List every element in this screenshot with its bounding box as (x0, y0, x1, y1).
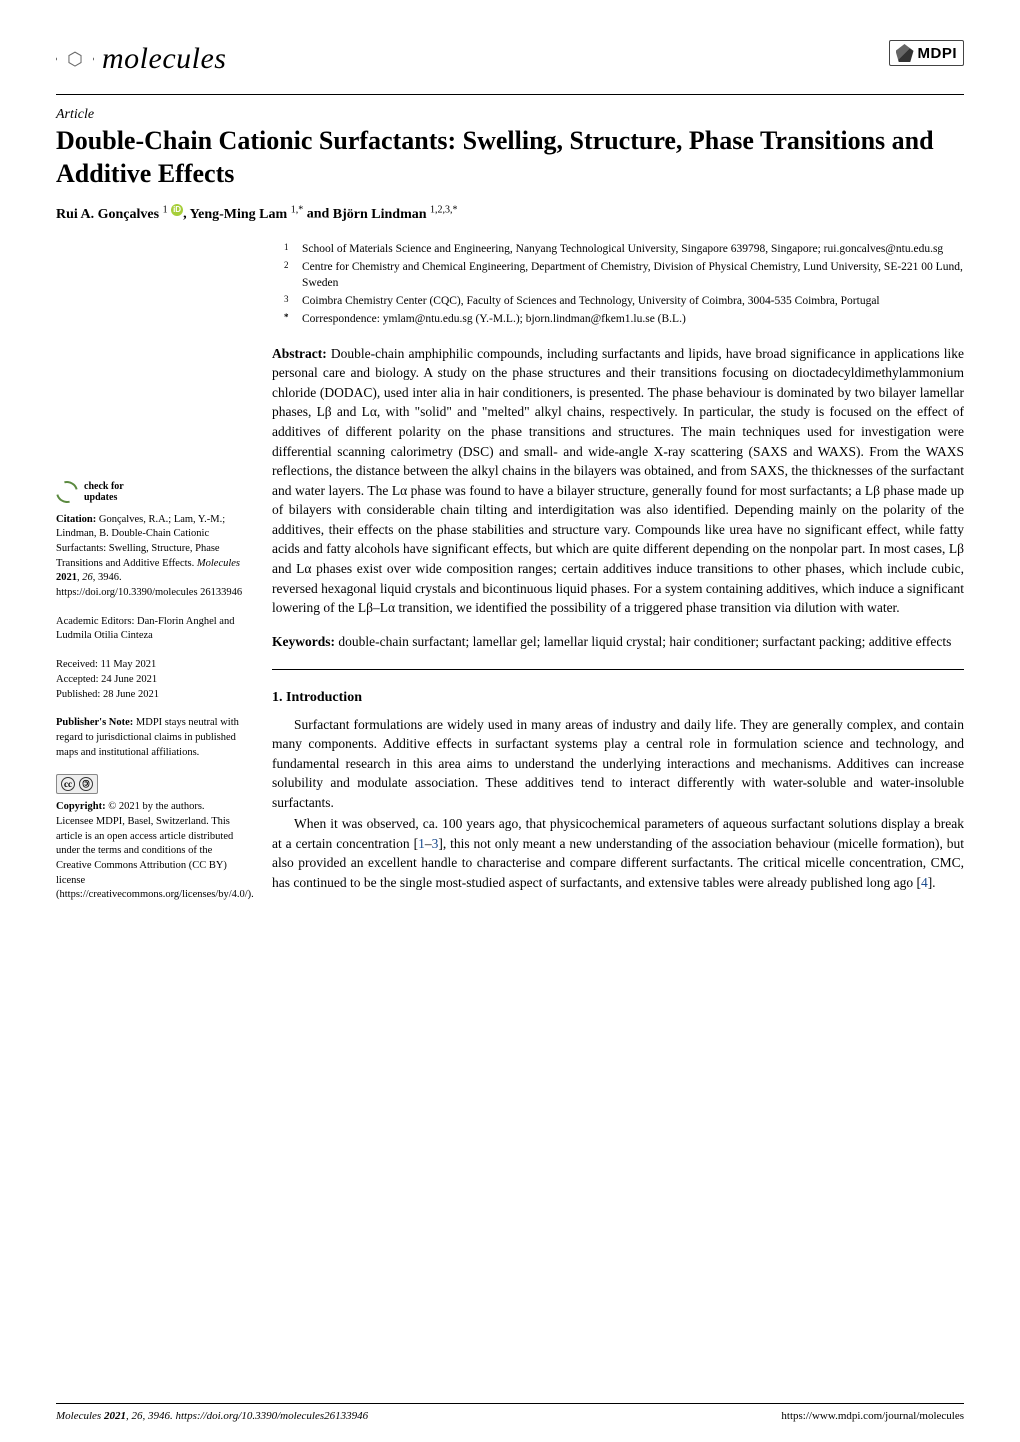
abstract-text: Double-chain amphiphilic compounds, incl… (272, 346, 964, 615)
section-1-heading: 1. Introduction (272, 688, 964, 708)
publisher-name: MDPI (918, 45, 958, 62)
published-date: Published: 28 June 2021 (56, 688, 244, 703)
by-icon: 🄯 (79, 777, 93, 791)
affiliations: 1 School of Materials Science and Engine… (272, 241, 964, 328)
author-list: Rui A. Gonçalves 1 iD, Yeng-Ming Lam 1,*… (56, 204, 964, 223)
abstract-label: Abstract: (272, 346, 327, 361)
editors-block: Academic Editors: Dan-Florin Anghel and … (56, 615, 244, 644)
keywords-text: double-chain surfactant; lamellar gel; l… (338, 634, 951, 649)
affiliation-3: 3 Coimbra Chemistry Center (CQC), Facult… (284, 293, 964, 310)
check-updates-label: check forupdates (84, 481, 124, 503)
footer-right: https://www.mdpi.com/journal/molecules (781, 1410, 964, 1422)
main-content: 1 School of Materials Science and Engine… (272, 241, 964, 917)
dates-block: Received: 11 May 2021 Accepted: 24 June … (56, 658, 244, 702)
page-footer: Molecules 2021, 26, 3946. https://doi.or… (56, 1403, 964, 1422)
ref-link-4[interactable]: 4 (921, 875, 928, 890)
abstract: Abstract: Double-chain amphiphilic compo… (272, 344, 964, 618)
publishers-note: Publisher's Note: MDPI stays neutral wit… (56, 716, 244, 760)
hex-glyph-icon: ⬡ (67, 49, 83, 70)
header-row: ⬡ molecules MDPI (56, 40, 964, 78)
citation-block: Citation: Gonçalves, R.A.; Lam, Y.-M.; L… (56, 513, 244, 601)
intro-para-2: When it was observed, ca. 100 years ago,… (272, 814, 964, 892)
mdpi-pentagon-icon (896, 44, 914, 62)
accepted-date: Accepted: 24 June 2021 (56, 673, 244, 688)
footer-left: Molecules 2021, 26, 3946. https://doi.or… (56, 1410, 368, 1422)
cc-icon: cc (61, 777, 75, 791)
sidebar: check forupdates Citation: Gonçalves, R.… (56, 241, 244, 917)
journal-logo: ⬡ molecules (56, 40, 226, 78)
orcid-icon: iD (171, 204, 183, 216)
journal-hex-icon: ⬡ (56, 40, 94, 78)
copyright-block: Copyright: © 2021 by the authors. Licens… (56, 800, 244, 903)
author-1: Rui A. Gonçalves 1 iD (56, 207, 183, 222)
affiliation-2: 2 Centre for Chemistry and Chemical Engi… (284, 259, 964, 292)
cc-license-badge: cc 🄯 (56, 774, 244, 794)
affiliation-1: 1 School of Materials Science and Engine… (284, 241, 964, 258)
article-type: Article (56, 107, 964, 123)
keywords: Keywords: double-chain surfactant; lamel… (272, 632, 964, 652)
journal-name: molecules (102, 42, 226, 76)
article-title: Double-Chain Cationic Surfactants: Swell… (56, 125, 964, 190)
correspondence: * Correspondence: ymlam@ntu.edu.sg (Y.-M… (284, 311, 964, 328)
ref-link-1[interactable]: 1 (418, 836, 425, 851)
author-2: Yeng-Ming Lam 1,* (190, 207, 304, 222)
check-for-updates[interactable]: check forupdates (56, 481, 244, 503)
header-divider (56, 94, 964, 95)
keywords-label: Keywords: (272, 634, 335, 649)
author-3: Björn Lindman 1,2,3,* (333, 207, 458, 222)
received-date: Received: 11 May 2021 (56, 658, 244, 673)
intro-para-1: Surfactant formulations are widely used … (272, 715, 964, 813)
publisher-logo: MDPI (889, 40, 965, 66)
check-updates-icon (56, 481, 78, 503)
keywords-divider (272, 669, 964, 670)
